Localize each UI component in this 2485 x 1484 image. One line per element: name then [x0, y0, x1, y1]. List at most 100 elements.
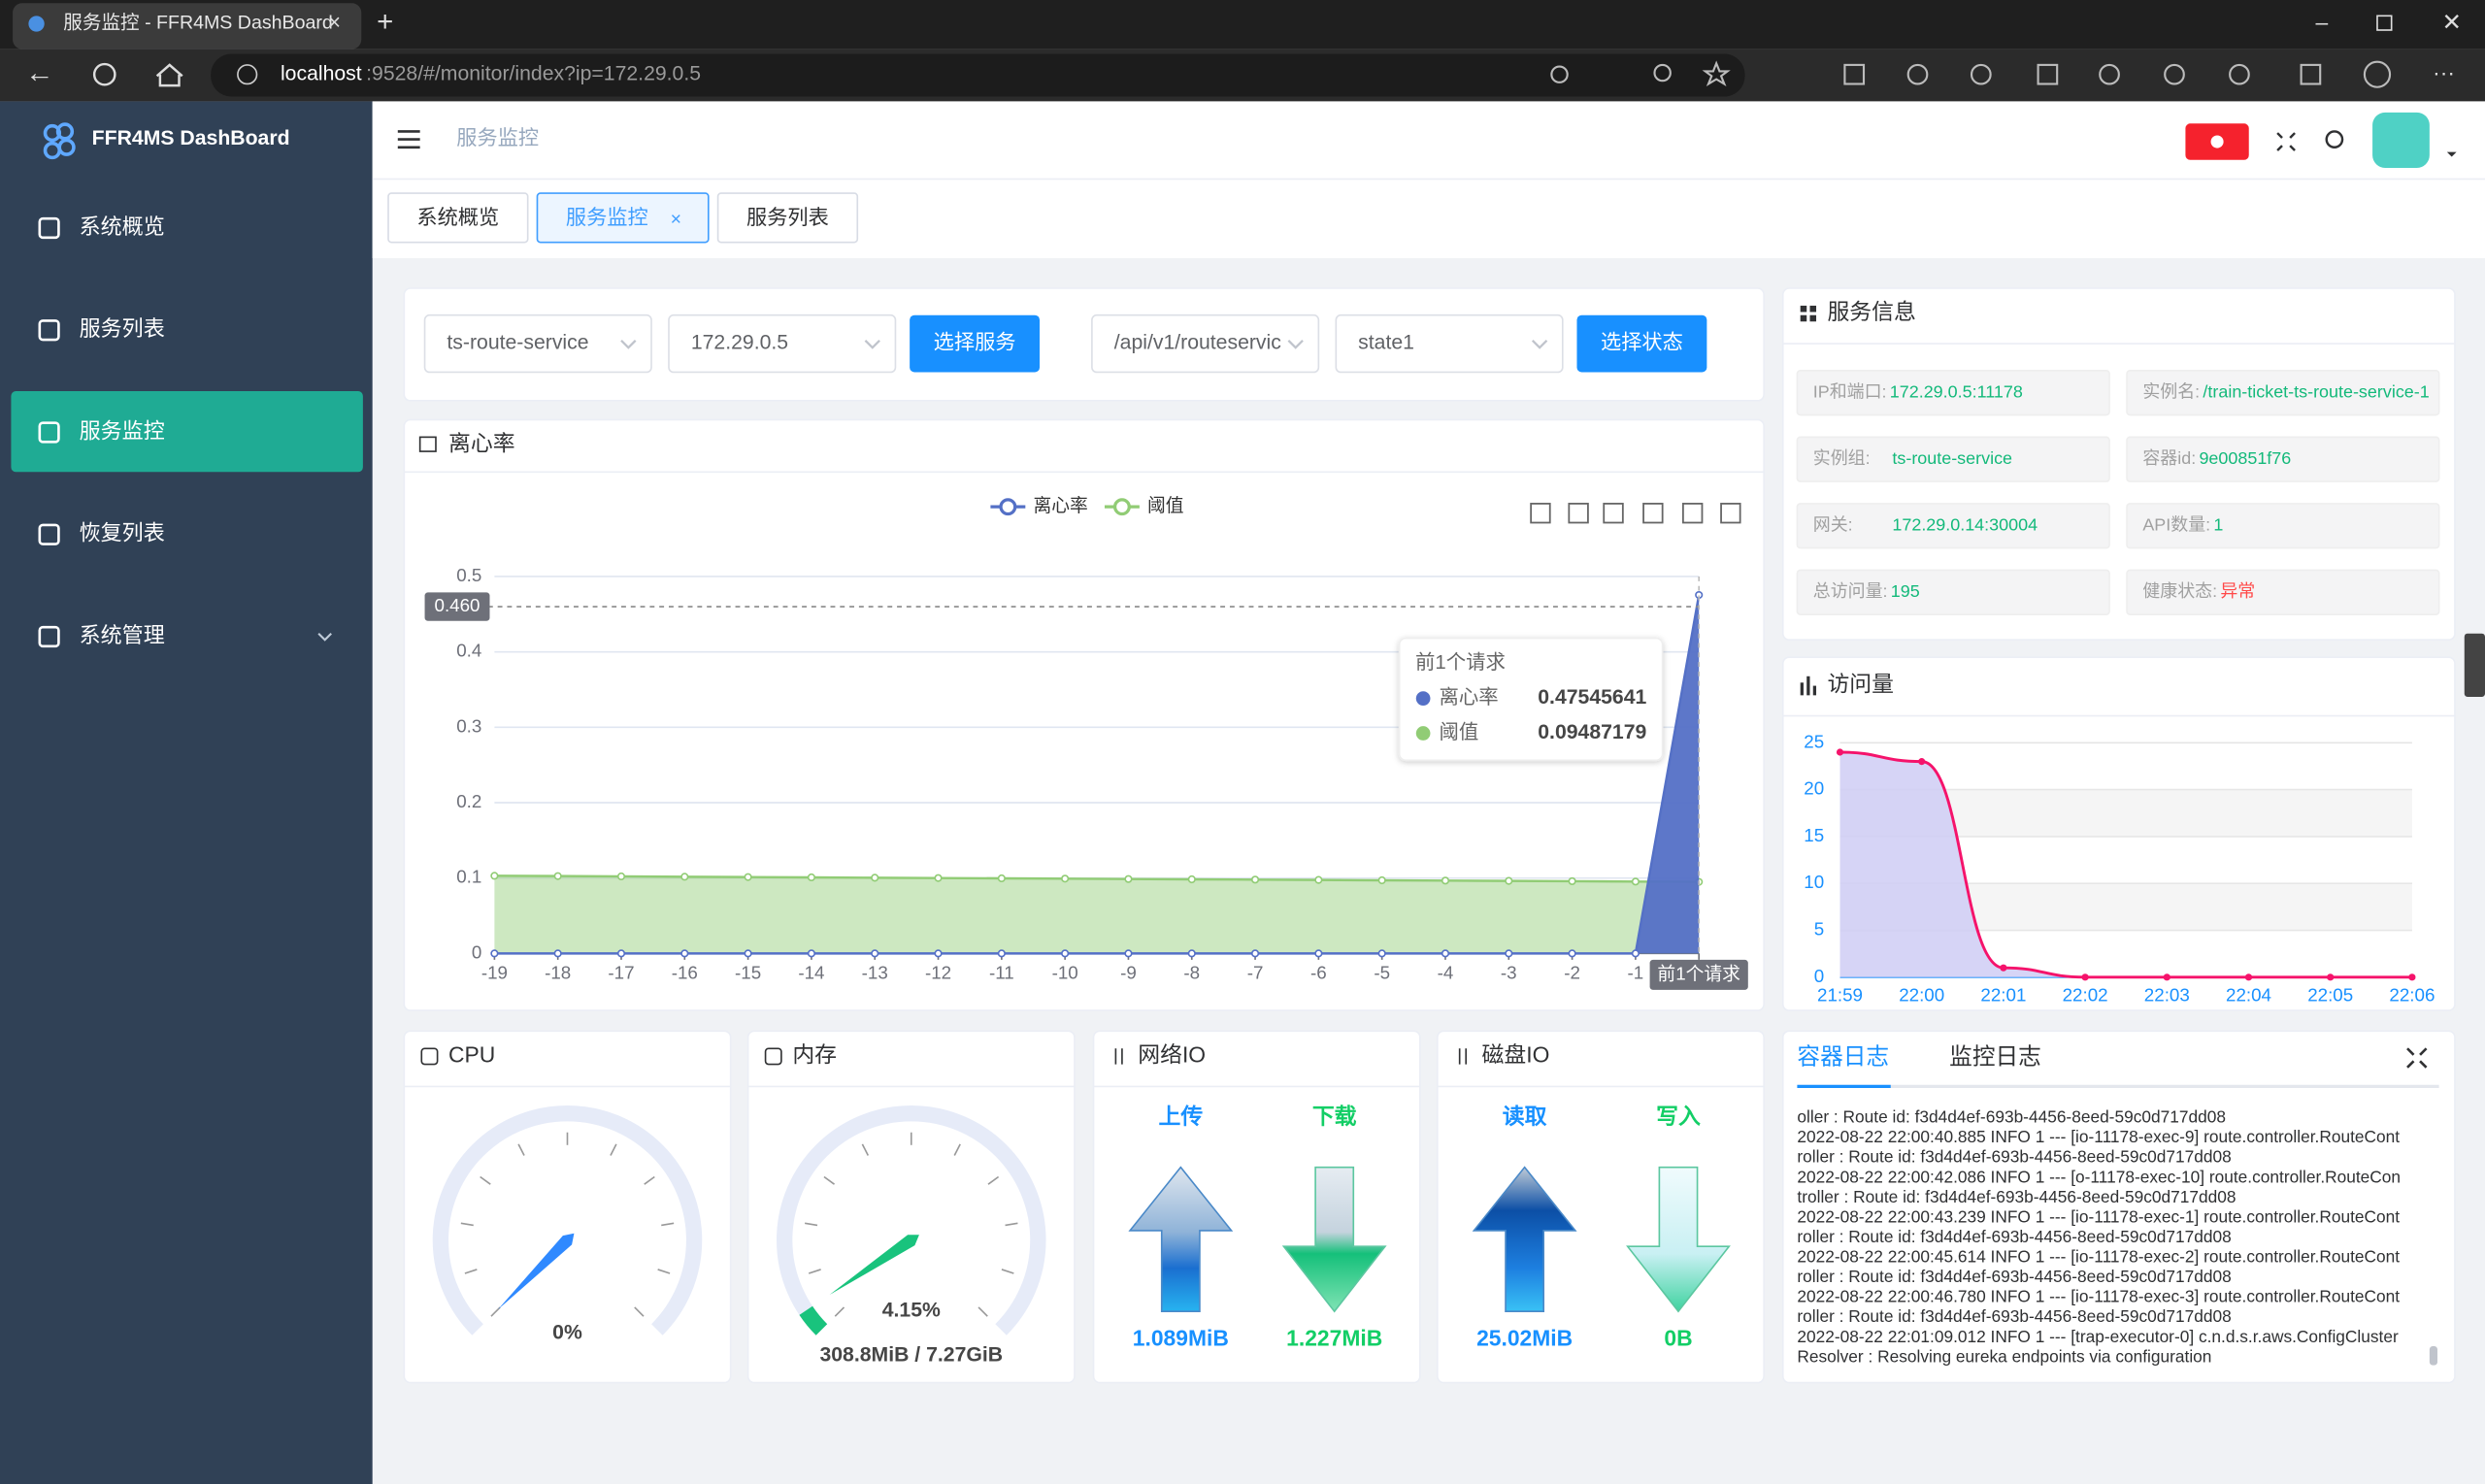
button-label: 选择状态 — [1601, 331, 1683, 354]
button[interactable] — [1576, 314, 1707, 373]
toolbox-icon[interactable] — [1603, 503, 1624, 524]
tag-tab[interactable] — [536, 192, 710, 244]
tag-close[interactable]: × — [671, 209, 681, 230]
legend-marker — [999, 498, 1017, 516]
toolbox-icon[interactable] — [1530, 503, 1551, 524]
series-point — [997, 874, 1006, 883]
menu-item[interactable] — [0, 282, 373, 378]
maximize[interactable] — [2376, 15, 2393, 31]
series-point — [1505, 949, 1513, 958]
tab-strip — [0, 0, 2485, 49]
series-point — [997, 949, 1006, 958]
tooltip — [1398, 637, 1664, 762]
toolbox-icon[interactable] — [1642, 503, 1664, 524]
io-arrow — [1626, 1166, 1731, 1313]
menu-item[interactable] — [0, 181, 373, 276]
panel-icon — [420, 1047, 439, 1066]
series-point — [680, 949, 689, 958]
gauge-tick — [480, 1175, 491, 1185]
avatar[interactable] — [2372, 112, 2430, 168]
y-tick-label: 5 — [1814, 918, 1824, 939]
log-line: 2022-08-22 22:00:40.885 INFO 1 --- [io-1… — [1797, 1127, 2400, 1146]
tag-tab[interactable] — [716, 192, 859, 244]
gauge-tick — [460, 1222, 474, 1227]
series-point — [1568, 949, 1576, 958]
x-tick-label: -3 — [1501, 963, 1517, 983]
series-point — [1568, 876, 1576, 886]
panel-icon — [1458, 1048, 1468, 1065]
log-line: roller : Route id: f3d4d4ef-693b-4456-8e… — [1797, 1227, 2231, 1246]
x-tick-label: -8 — [1183, 963, 1200, 983]
back-button[interactable]: ← — [25, 56, 53, 88]
tab-close[interactable]: × — [328, 10, 341, 35]
select-value: 172.29.0.5 — [691, 332, 788, 354]
series-point — [871, 949, 879, 958]
log-line: 2022-08-22 22:00:42.086 INFO 1 --- [o-11… — [1797, 1167, 2401, 1186]
close-window[interactable]: ✕ — [2441, 10, 2462, 36]
new-tab[interactable]: + — [377, 6, 393, 38]
info-value: 172.29.0.14:30004 — [1892, 514, 2038, 534]
y-tick-label: 0.2 — [456, 791, 481, 811]
info-cell — [1796, 503, 2110, 549]
select[interactable] — [668, 313, 897, 374]
tag-tab[interactable] — [387, 192, 529, 244]
log-tab[interactable]: 容器日志 — [1797, 1043, 1889, 1070]
toolbox-icon[interactable] — [1720, 503, 1741, 524]
button[interactable] — [910, 314, 1041, 373]
avatar-dropdown[interactable] — [2446, 151, 2457, 157]
x-tick-label: -1 — [1628, 963, 1644, 983]
x-tick-label: -9 — [1120, 963, 1137, 983]
io-value: 0B — [1664, 1326, 1692, 1351]
hamburger[interactable] — [397, 130, 420, 149]
log-line: roller : Route id: f3d4d4ef-693b-4456-8e… — [1797, 1267, 2231, 1286]
minimize[interactable]: – — [2315, 10, 2328, 35]
tooltip-title: 前1个请求 — [1415, 651, 1506, 674]
site-info[interactable] — [237, 64, 258, 85]
gauge-tick — [464, 1269, 478, 1274]
navbar — [372, 101, 2485, 180]
info-label: 容器id: — [2142, 448, 2196, 468]
log-tab[interactable]: 监控日志 — [1949, 1043, 2041, 1070]
address-bar[interactable] — [211, 53, 1745, 97]
tag-label: 服务列表 — [746, 206, 829, 229]
y-tick-label: 0.4 — [456, 641, 481, 661]
gauge-tick — [610, 1143, 617, 1156]
toolbox-icon[interactable] — [1568, 503, 1589, 524]
panel-title: 服务信息 — [1827, 299, 1915, 324]
series-point — [1124, 874, 1133, 883]
menu-item[interactable] — [0, 589, 373, 684]
menu-item[interactable] — [0, 385, 373, 480]
logs-fullscreen[interactable] — [2406, 1047, 2428, 1069]
select[interactable] — [1335, 313, 1564, 374]
series-point — [2327, 973, 2335, 981]
info-cell — [2126, 503, 2440, 549]
browser-menu[interactable]: ··· — [2433, 60, 2455, 85]
button-label: 选择服务 — [934, 331, 1016, 354]
y-tick-label: 0 — [1814, 966, 1824, 986]
x-tick-label: -6 — [1310, 963, 1327, 983]
select[interactable] — [1091, 313, 1320, 374]
fullscreen-button[interactable] — [2276, 132, 2296, 151]
side-handle[interactable] — [2464, 633, 2485, 697]
x-tick-label: 22:06 — [2389, 984, 2435, 1005]
tag-label: 系统概览 — [416, 206, 499, 229]
x-tick-label: 22:02 — [2063, 984, 2108, 1005]
x-tick-label: 22:03 — [2144, 984, 2190, 1005]
scrollbar[interactable] — [2429, 1346, 2438, 1366]
gauge-tick — [861, 1143, 870, 1156]
toolbar-icons — [1550, 60, 2392, 88]
toolbox-icon[interactable] — [1681, 503, 1704, 524]
refresh-button[interactable] — [2325, 130, 2344, 148]
gauge-tick — [1001, 1269, 1014, 1274]
legend-marker — [1112, 498, 1131, 516]
reload-button[interactable] — [92, 62, 116, 86]
info-cell — [2126, 569, 2440, 615]
gauge-tick — [953, 1143, 961, 1156]
menu-item[interactable] — [0, 487, 373, 582]
series-area — [1839, 751, 2412, 977]
gauge-tick — [977, 1306, 988, 1317]
browser-tab[interactable] — [13, 3, 362, 49]
select[interactable] — [423, 313, 652, 374]
home-button[interactable] — [155, 63, 183, 87]
